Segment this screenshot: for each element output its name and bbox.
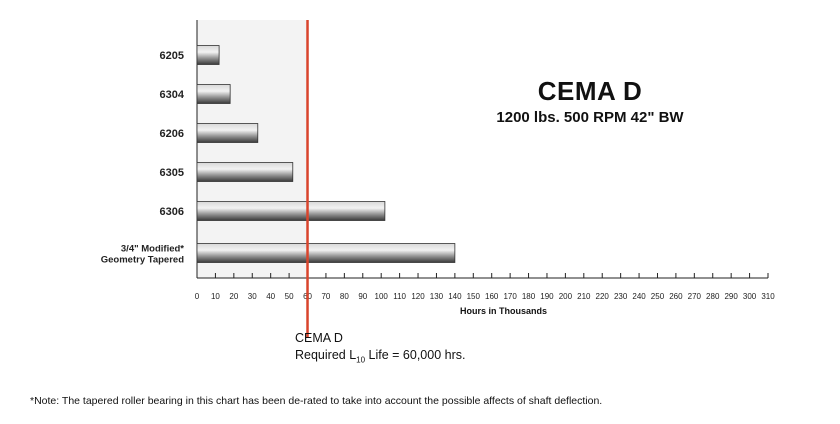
- x-axis-label: Hours in Thousands: [460, 306, 548, 316]
- x-tick-label: 20: [229, 292, 238, 301]
- category-label: 6304: [160, 89, 185, 101]
- bar: [196, 84, 231, 104]
- x-tick-label: 170: [503, 292, 517, 301]
- x-tick-label: 70: [321, 292, 330, 301]
- x-tick-label: 300: [743, 292, 757, 301]
- reference-prefix: Required L: [295, 348, 357, 362]
- x-tick-label: 120: [411, 292, 425, 301]
- x-tick-label: 280: [706, 292, 720, 301]
- x-tick-label: 130: [430, 292, 444, 301]
- category-label: 6305: [160, 167, 184, 179]
- x-tick-label: 150: [467, 292, 481, 301]
- reference-subscript: 10: [356, 355, 366, 365]
- reference-suffix: Life = 60,000 hrs.: [365, 348, 466, 362]
- category-label: 6206: [160, 128, 184, 140]
- x-tick-label: 180: [522, 292, 536, 301]
- x-tick-label: 110: [393, 292, 406, 301]
- reference-note: CEMA D Required L10 Life = 60,000 hrs.: [295, 330, 465, 369]
- x-tick-label: 270: [688, 292, 702, 301]
- bar: [196, 162, 294, 182]
- footnote: *Note: The tapered roller bearing in thi…: [30, 395, 603, 407]
- x-tick-label: 0: [195, 292, 200, 301]
- x-tick-label: 100: [375, 292, 389, 301]
- x-tick-label: 140: [448, 292, 462, 301]
- x-tick-label: 250: [651, 292, 665, 301]
- chart-subtitle: 1200 lbs. 500 RPM 42" BW: [496, 109, 684, 126]
- x-tick-label: 310: [761, 292, 775, 301]
- category-label: 6306: [160, 206, 184, 218]
- bar: [196, 45, 220, 65]
- category-label: Geometry Tapered: [101, 255, 184, 266]
- x-tick-label: 30: [248, 292, 257, 301]
- x-tick-label: 190: [540, 292, 554, 301]
- category-label: 3/4" Modified*: [121, 244, 184, 255]
- reference-label: CEMA D: [295, 331, 343, 345]
- x-tick-label: 80: [340, 292, 349, 301]
- x-tick-label: 210: [577, 292, 591, 301]
- chart-title: CEMA D: [537, 76, 643, 106]
- x-tick-label: 230: [614, 292, 628, 301]
- x-tick-label: 290: [724, 292, 738, 301]
- chart-heading: CEMA D 1200 lbs. 500 RPM 42" BW: [400, 76, 780, 126]
- x-tick-label: 200: [559, 292, 573, 301]
- x-tick-label: 10: [211, 292, 220, 301]
- bar: [196, 243, 456, 263]
- x-tick-label: 40: [266, 292, 275, 301]
- category-label: 6205: [160, 50, 184, 62]
- x-tick-label: 160: [485, 292, 499, 301]
- reference-requirement: Required L10 Life = 60,000 hrs.: [295, 347, 465, 369]
- x-tick-label: 50: [285, 292, 294, 301]
- x-tick-label: 240: [632, 292, 646, 301]
- bar: [196, 201, 386, 221]
- x-tick-label: 220: [596, 292, 610, 301]
- x-tick-label: 260: [669, 292, 683, 301]
- bar: [196, 123, 259, 143]
- x-tick-label: 90: [358, 292, 367, 301]
